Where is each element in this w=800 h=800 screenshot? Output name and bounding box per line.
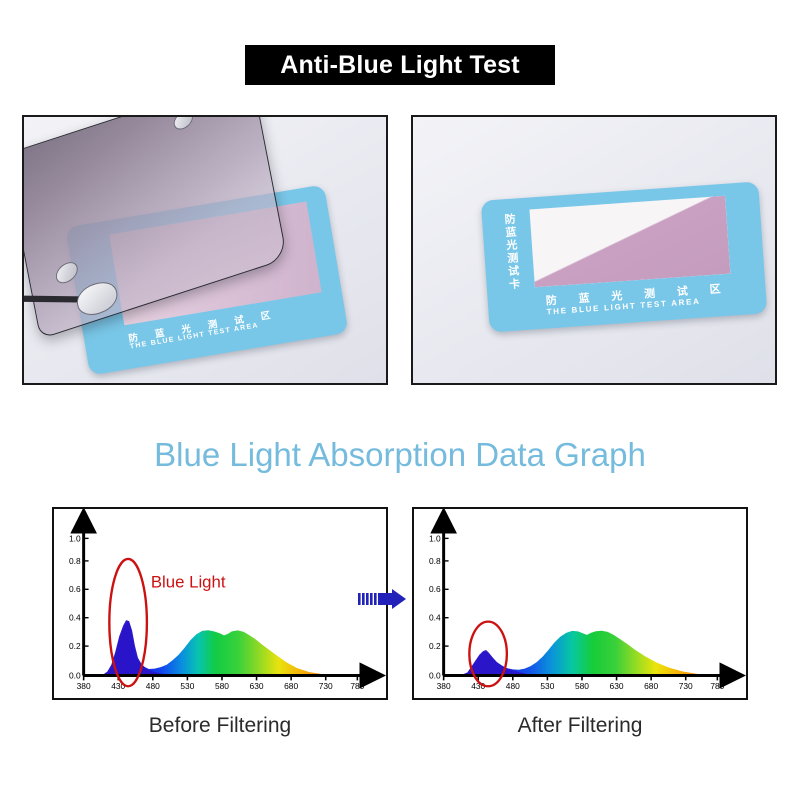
lens-mount-screw-2 bbox=[52, 257, 82, 288]
caption-after-filtering: After Filtering bbox=[517, 714, 643, 737]
blue-light-peak bbox=[463, 650, 537, 676]
svg-text:530: 530 bbox=[180, 681, 194, 691]
chart-after-filtering: 0.0 0.2 0.4 0.6 0.8 1.0 380 430 bbox=[412, 507, 748, 700]
nose-pad bbox=[74, 277, 121, 320]
svg-text:580: 580 bbox=[215, 681, 229, 691]
x-tick-marks bbox=[442, 675, 719, 681]
svg-text:1.0: 1.0 bbox=[429, 533, 441, 543]
section-heading: Blue Light Absorption Data Graph bbox=[154, 436, 646, 473]
photo-lens-on-test-card: 防 蓝 光 测 试 区 THE BLUE LIGHT TEST AREA bbox=[22, 115, 388, 385]
svg-text:0.2: 0.2 bbox=[69, 641, 81, 651]
page-title: Anti-Blue Light Test bbox=[280, 50, 520, 79]
svg-text:0.4: 0.4 bbox=[429, 613, 441, 623]
chart-before-svg: 0.0 0.2 0.4 0.6 0.8 1.0 380 bbox=[69, 509, 386, 691]
x-tick-marks bbox=[82, 675, 359, 681]
photo-test-card-alone: 防蓝光测试卡 防 蓝 光 测 试 区 THE BLUE LIGHT TEST A… bbox=[411, 115, 777, 385]
svg-text:530: 530 bbox=[540, 681, 554, 691]
chart-plot-area: 0.0 0.2 0.4 0.6 0.8 1.0 380 430 bbox=[429, 509, 746, 691]
x-tick-labels: 380 430 480 530 580 630 680 730 780 bbox=[437, 681, 725, 691]
spectrum-curve bbox=[83, 621, 371, 676]
y-tick-marks bbox=[443, 537, 449, 677]
card-window-tint bbox=[529, 195, 731, 288]
svg-text:0.8: 0.8 bbox=[69, 556, 81, 566]
svg-text:0.0: 0.0 bbox=[69, 670, 81, 680]
card-test-window bbox=[529, 195, 731, 288]
svg-text:430: 430 bbox=[111, 681, 125, 691]
svg-text:1.0: 1.0 bbox=[69, 533, 81, 543]
svg-text:0.6: 0.6 bbox=[429, 584, 441, 594]
svg-text:0.6: 0.6 bbox=[69, 584, 81, 594]
spectrum-curve bbox=[443, 630, 731, 676]
x-tick-labels: 380 430 480 530 580 630 680 730 780 bbox=[77, 681, 365, 691]
svg-text:380: 380 bbox=[437, 681, 451, 691]
chart-plot-area: 0.0 0.2 0.4 0.6 0.8 1.0 380 bbox=[69, 509, 386, 691]
y-tick-labels: 0.0 0.2 0.4 0.6 0.8 1.0 bbox=[69, 533, 81, 680]
blue-light-test-card: 防蓝光测试卡 防 蓝 光 测 试 区 THE BLUE LIGHT TEST A… bbox=[480, 181, 768, 333]
svg-text:480: 480 bbox=[506, 681, 520, 691]
blue-light-peak bbox=[99, 620, 177, 676]
transition-arrow-icon bbox=[358, 589, 406, 609]
blue-light-annotation: Blue Light bbox=[151, 572, 226, 591]
y-tick-labels: 0.0 0.2 0.4 0.6 0.8 1.0 bbox=[429, 533, 441, 680]
card-label-vertical-chinese: 防蓝光测试卡 bbox=[504, 212, 521, 292]
svg-text:730: 730 bbox=[319, 681, 333, 691]
svg-text:0.4: 0.4 bbox=[69, 613, 81, 623]
svg-text:630: 630 bbox=[250, 681, 264, 691]
svg-text:580: 580 bbox=[575, 681, 589, 691]
svg-text:480: 480 bbox=[146, 681, 160, 691]
svg-text:680: 680 bbox=[644, 681, 658, 691]
svg-text:780: 780 bbox=[350, 681, 364, 691]
y-tick-marks bbox=[83, 537, 89, 677]
svg-text:0.0: 0.0 bbox=[429, 670, 441, 680]
svg-text:430: 430 bbox=[471, 681, 485, 691]
page-title-banner: Anti-Blue Light Test bbox=[245, 45, 555, 85]
svg-text:0.8: 0.8 bbox=[429, 556, 441, 566]
lens-mount-screw bbox=[170, 117, 197, 134]
caption-before-filtering: Before Filtering bbox=[148, 714, 292, 737]
svg-text:380: 380 bbox=[77, 681, 91, 691]
svg-text:630: 630 bbox=[610, 681, 624, 691]
svg-text:730: 730 bbox=[679, 681, 693, 691]
chart-after-svg: 0.0 0.2 0.4 0.6 0.8 1.0 380 430 bbox=[429, 509, 746, 691]
blue-light-highlight-ellipse bbox=[468, 620, 509, 688]
svg-text:680: 680 bbox=[284, 681, 298, 691]
svg-text:780: 780 bbox=[710, 681, 724, 691]
svg-text:0.2: 0.2 bbox=[429, 641, 441, 651]
blue-light-highlight-ellipse bbox=[108, 557, 149, 688]
chart-before-filtering: 0.0 0.2 0.4 0.6 0.8 1.0 380 bbox=[52, 507, 388, 700]
